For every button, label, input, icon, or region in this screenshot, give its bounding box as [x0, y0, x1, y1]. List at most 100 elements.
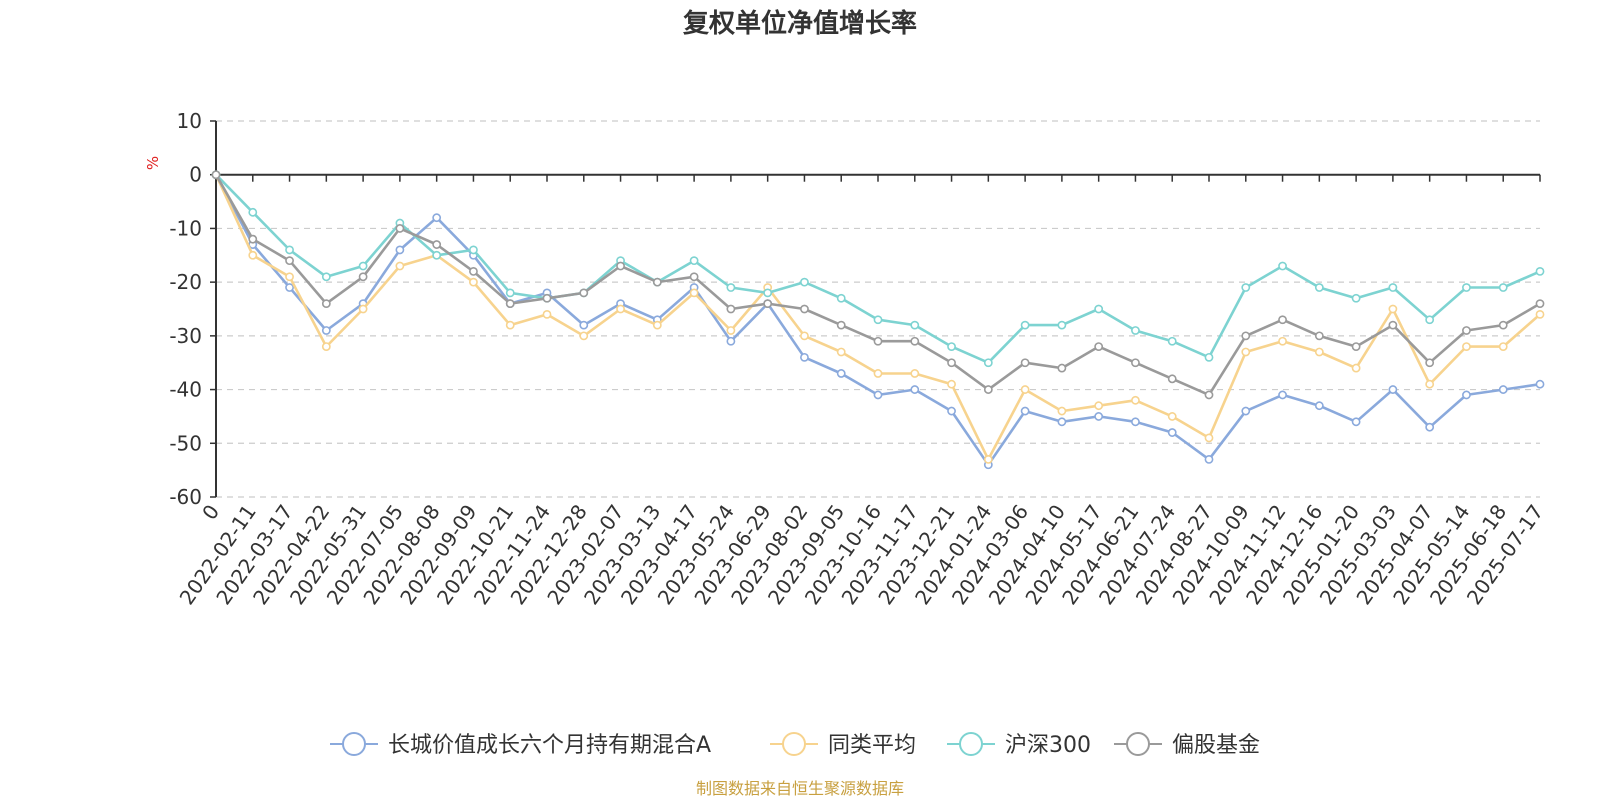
data-point	[836, 293, 846, 303]
data-point	[1351, 342, 1361, 351]
data-point	[542, 293, 552, 303]
data-point	[1535, 309, 1545, 319]
y-tick-label: -40	[169, 378, 202, 402]
chart-title: 复权单位净值增长率	[683, 8, 917, 39]
data-point	[616, 261, 625, 271]
data-point	[1020, 320, 1030, 330]
legend-item-0[interactable]: 长城价值成长六个月持有期混合A	[330, 732, 711, 758]
data-point	[1167, 374, 1177, 384]
data-point	[1425, 358, 1435, 368]
series-3	[211, 170, 1545, 400]
data-point	[689, 256, 699, 266]
data-point	[1388, 385, 1398, 394]
legend-item-2[interactable]: 沪深300	[947, 732, 1091, 758]
data-point	[285, 283, 294, 292]
legend[interactable]: 长城价值成长六个月持有期混合A 同类平均 沪深300 偏股基金	[330, 732, 1260, 758]
data-point	[1057, 320, 1067, 330]
y-tick-label: -50	[169, 431, 202, 455]
data-point	[1131, 417, 1140, 427]
data-point	[726, 283, 736, 292]
data-point	[1351, 293, 1361, 303]
data-point	[1462, 326, 1471, 335]
legend-label: 长城价值成长六个月持有期混合A	[388, 733, 711, 758]
legend-label: 同类平均	[828, 733, 916, 758]
data-point	[983, 454, 993, 464]
data-point	[1535, 266, 1545, 276]
legend-circle-icon	[342, 732, 366, 756]
data-point	[1131, 358, 1140, 368]
data-point	[395, 224, 405, 233]
data-point	[1351, 363, 1361, 373]
data-point	[1131, 326, 1140, 335]
data-point	[1057, 406, 1067, 416]
y-tick-label: -10	[169, 216, 202, 240]
data-point	[947, 406, 956, 416]
data-point	[505, 299, 515, 309]
data-point	[285, 245, 294, 255]
data-point	[873, 390, 883, 400]
data-point	[652, 277, 662, 287]
data-point	[910, 336, 920, 346]
data-point	[1498, 385, 1508, 394]
legend-item-1[interactable]: 同类平均	[770, 732, 916, 758]
data-point	[1094, 412, 1104, 421]
legend-label: 沪深300	[1005, 733, 1091, 758]
series-lines	[211, 170, 1545, 470]
data-point	[285, 272, 294, 282]
data-point	[1094, 401, 1104, 411]
data-point	[1462, 390, 1471, 400]
data-point	[321, 299, 331, 309]
data-point	[726, 304, 736, 314]
series-line	[215, 173, 1541, 364]
data-point	[910, 320, 920, 330]
data-point	[1204, 433, 1214, 443]
data-point	[1351, 417, 1361, 427]
data-point	[1425, 422, 1435, 432]
data-point	[873, 336, 883, 346]
x-tick-label: 0	[197, 500, 224, 524]
data-point	[726, 326, 736, 335]
data-point	[1020, 358, 1030, 368]
data-point	[1020, 406, 1030, 416]
data-point	[395, 261, 405, 271]
legend-item-3[interactable]: 偏股基金	[1114, 732, 1260, 758]
data-point	[983, 385, 993, 394]
data-point	[1425, 315, 1435, 325]
data-point	[1131, 395, 1140, 405]
data-point	[800, 304, 809, 314]
data-point	[285, 256, 294, 266]
data-point	[1388, 283, 1398, 292]
data-point	[1204, 352, 1214, 362]
data-point	[542, 309, 552, 319]
data-point	[248, 234, 258, 244]
data-point	[910, 369, 920, 378]
data-point	[395, 245, 405, 255]
data-point	[652, 320, 662, 330]
data-point	[763, 299, 773, 309]
data-point	[358, 304, 368, 314]
data-point	[1167, 336, 1177, 346]
data-point	[800, 277, 809, 287]
data-point	[1535, 299, 1545, 309]
data-point	[1498, 342, 1508, 351]
data-point	[505, 320, 515, 330]
data-point	[432, 250, 442, 260]
data-point	[469, 266, 478, 276]
y-axis-unit: %	[144, 156, 162, 170]
data-point	[432, 213, 442, 223]
data-point	[910, 385, 920, 394]
data-source-note: 制图数据来自恒生聚源数据库	[696, 779, 904, 798]
data-point	[1498, 320, 1508, 330]
data-point	[358, 261, 368, 271]
legend-circle-icon	[959, 732, 983, 756]
data-point	[1057, 363, 1067, 373]
data-point	[1314, 401, 1324, 411]
data-point	[763, 288, 773, 298]
data-point	[836, 320, 846, 330]
data-point	[1388, 320, 1398, 330]
data-point	[1278, 336, 1287, 346]
data-point	[1167, 412, 1177, 421]
data-point	[1278, 390, 1287, 400]
data-point	[1204, 454, 1214, 464]
